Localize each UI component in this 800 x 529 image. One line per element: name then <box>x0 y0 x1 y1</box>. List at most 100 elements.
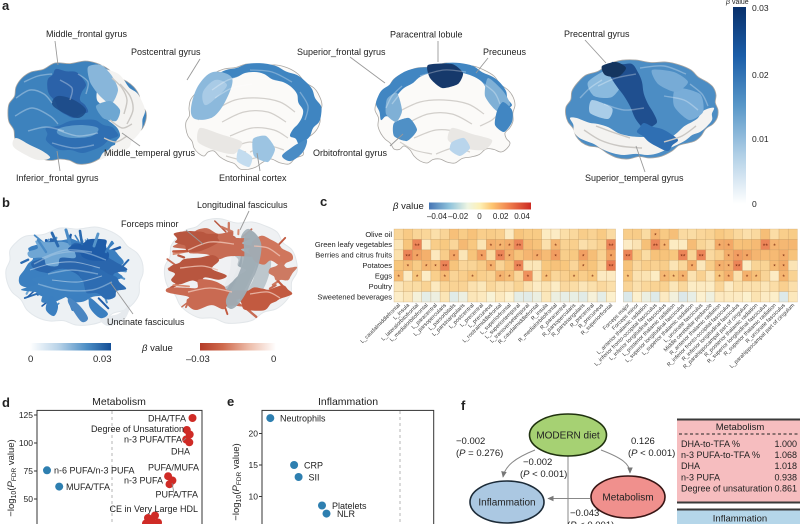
svg-text:0: 0 <box>752 199 757 209</box>
svg-text:Potatoes: Potatoes <box>362 261 392 270</box>
svg-text:0.04: 0.04 <box>514 212 530 221</box>
svg-text:(P < 0.001): (P < 0.001) <box>628 448 675 459</box>
svg-text:PUFA/MUFA: PUFA/MUFA <box>148 463 199 473</box>
svg-text:NLR: NLR <box>337 509 356 519</box>
svg-text:**: ** <box>653 243 659 250</box>
svg-text:Postcentral gyrus: Postcentral gyrus <box>131 47 201 57</box>
svg-text:CRP: CRP <box>304 461 323 471</box>
svg-text:Uncinate fasciculus: Uncinate fasciculus <box>107 317 185 327</box>
svg-text:Poultry: Poultry <box>369 282 393 291</box>
svg-text:c: c <box>320 194 327 209</box>
svg-text:MUFA/TFA: MUFA/TFA <box>66 482 110 492</box>
svg-text:15: 15 <box>249 460 259 470</box>
svg-text:**: ** <box>608 264 614 271</box>
svg-text:Middle_frontal gyrus: Middle_frontal gyrus <box>46 29 128 39</box>
svg-text:DHA-to-TFA %: DHA-to-TFA % <box>681 439 740 449</box>
svg-text:**: ** <box>699 253 705 260</box>
svg-text:CE in Very Large HDL: CE in Very Large HDL <box>109 504 198 514</box>
svg-text:–0.02: –0.02 <box>448 212 469 221</box>
svg-text:Middle_temperal gyrus: Middle_temperal gyrus <box>104 148 196 158</box>
svg-text:75: 75 <box>24 466 34 476</box>
svg-text:β value: β value <box>392 201 424 212</box>
svg-text:β value: β value <box>141 343 173 354</box>
svg-text:Orbitofrontal gyrus: Orbitofrontal gyrus <box>313 148 388 158</box>
svg-text:Metabolism: Metabolism <box>602 493 653 504</box>
svg-text:–0.03: –0.03 <box>186 354 210 365</box>
svg-text:Degree of Unsaturation: Degree of Unsaturation <box>91 424 184 434</box>
svg-text:−0.002: −0.002 <box>523 457 552 468</box>
svg-text:1.068: 1.068 <box>774 450 797 460</box>
svg-text:(P < 0.001): (P < 0.001) <box>520 469 567 480</box>
svg-text:Precentral gyrus: Precentral gyrus <box>564 29 630 39</box>
svg-text:0.03: 0.03 <box>752 3 769 13</box>
svg-text:**: ** <box>415 243 421 250</box>
svg-text:125: 125 <box>19 410 33 420</box>
svg-text:Forceps minor: Forceps minor <box>121 219 179 229</box>
svg-text:−0.043: −0.043 <box>570 508 599 519</box>
svg-text:SII: SII <box>309 473 320 483</box>
svg-text:Berries and citrus fruits: Berries and citrus fruits <box>315 251 392 260</box>
svg-text:Eggs: Eggs <box>375 272 392 281</box>
svg-text:100: 100 <box>19 438 33 448</box>
svg-text:**: ** <box>625 253 631 260</box>
svg-text:Neutrophils: Neutrophils <box>280 414 326 424</box>
svg-text:n-3 PUFA: n-3 PUFA <box>124 476 163 486</box>
svg-text:**: ** <box>516 264 522 271</box>
svg-text:**: ** <box>735 264 741 271</box>
svg-text:0.02: 0.02 <box>493 212 509 221</box>
svg-text:PUFA/TFA: PUFA/TFA <box>155 490 198 500</box>
svg-text:d: d <box>2 395 10 410</box>
svg-text:0.861: 0.861 <box>774 484 797 494</box>
svg-text:–0.04: –0.04 <box>427 212 448 221</box>
svg-text:**: ** <box>608 243 614 250</box>
svg-text:e: e <box>227 394 234 409</box>
svg-text:n-3 PUFA: n-3 PUFA <box>681 473 720 483</box>
svg-text:Paracentral lobule: Paracentral lobule <box>390 30 463 40</box>
svg-text:DHA/TFA: DHA/TFA <box>148 414 186 424</box>
svg-text:DHA: DHA <box>171 447 190 457</box>
svg-text:1.000: 1.000 <box>774 439 797 449</box>
svg-text:a: a <box>2 0 10 13</box>
svg-text:Degree of unsaturation: Degree of unsaturation <box>681 484 773 494</box>
svg-text:0: 0 <box>271 354 276 365</box>
svg-text:**: ** <box>516 243 522 250</box>
svg-text:Entorhinal cortex: Entorhinal cortex <box>219 173 287 183</box>
svg-text:Inflammation: Inflammation <box>478 498 535 509</box>
svg-text:**: ** <box>498 253 504 260</box>
svg-text:20: 20 <box>249 429 259 439</box>
svg-text:Green leafy vegetables: Green leafy vegetables <box>315 240 392 249</box>
svg-text:Precuneus: Precuneus <box>483 47 527 57</box>
svg-text:**: ** <box>442 264 448 271</box>
svg-text:Metabolism: Metabolism <box>716 422 765 433</box>
svg-text:MODERN diet: MODERN diet <box>536 431 600 442</box>
svg-text:Superior_temperal gyrus: Superior_temperal gyrus <box>585 173 684 183</box>
svg-text:n-3 PUFA/TFA: n-3 PUFA/TFA <box>124 435 182 445</box>
svg-text:1.018: 1.018 <box>774 461 797 471</box>
svg-text:0: 0 <box>28 354 33 365</box>
svg-text:Metabolism: Metabolism <box>92 396 146 408</box>
svg-text:0: 0 <box>477 212 482 221</box>
svg-text:0.126: 0.126 <box>631 436 655 447</box>
svg-text:0.01: 0.01 <box>752 134 769 144</box>
svg-text:Sweetened beverages: Sweetened beverages <box>317 292 392 301</box>
svg-text:50: 50 <box>24 494 34 504</box>
svg-text:(P = 0.276): (P = 0.276) <box>456 448 503 459</box>
svg-text:**: ** <box>405 253 411 260</box>
svg-text:Longitudinal fasciculus: Longitudinal fasciculus <box>197 200 288 210</box>
svg-text:b: b <box>2 195 10 210</box>
svg-text:Inflammation: Inflammation <box>713 514 767 525</box>
svg-text:DHA: DHA <box>681 461 700 471</box>
svg-text:**: ** <box>680 253 686 260</box>
svg-text:0.03: 0.03 <box>93 354 112 365</box>
svg-text:β value: β value <box>725 0 749 6</box>
svg-text:Superior_frontal gyrus: Superior_frontal gyrus <box>297 47 386 57</box>
svg-text:n-3 PUFA-to-TFA %: n-3 PUFA-to-TFA % <box>681 450 760 460</box>
svg-text:**: ** <box>763 243 769 250</box>
svg-text:−0.002: −0.002 <box>456 436 485 447</box>
svg-text:10: 10 <box>249 492 259 502</box>
svg-text:0.02: 0.02 <box>752 70 769 80</box>
svg-text:Olive oil: Olive oil <box>365 230 392 239</box>
svg-text:n-6 PUFA/n-3 PUFA: n-6 PUFA/n-3 PUFA <box>54 466 135 476</box>
svg-text:(P < 0.001): (P < 0.001) <box>567 520 614 524</box>
svg-text:Inflammation: Inflammation <box>318 396 378 408</box>
